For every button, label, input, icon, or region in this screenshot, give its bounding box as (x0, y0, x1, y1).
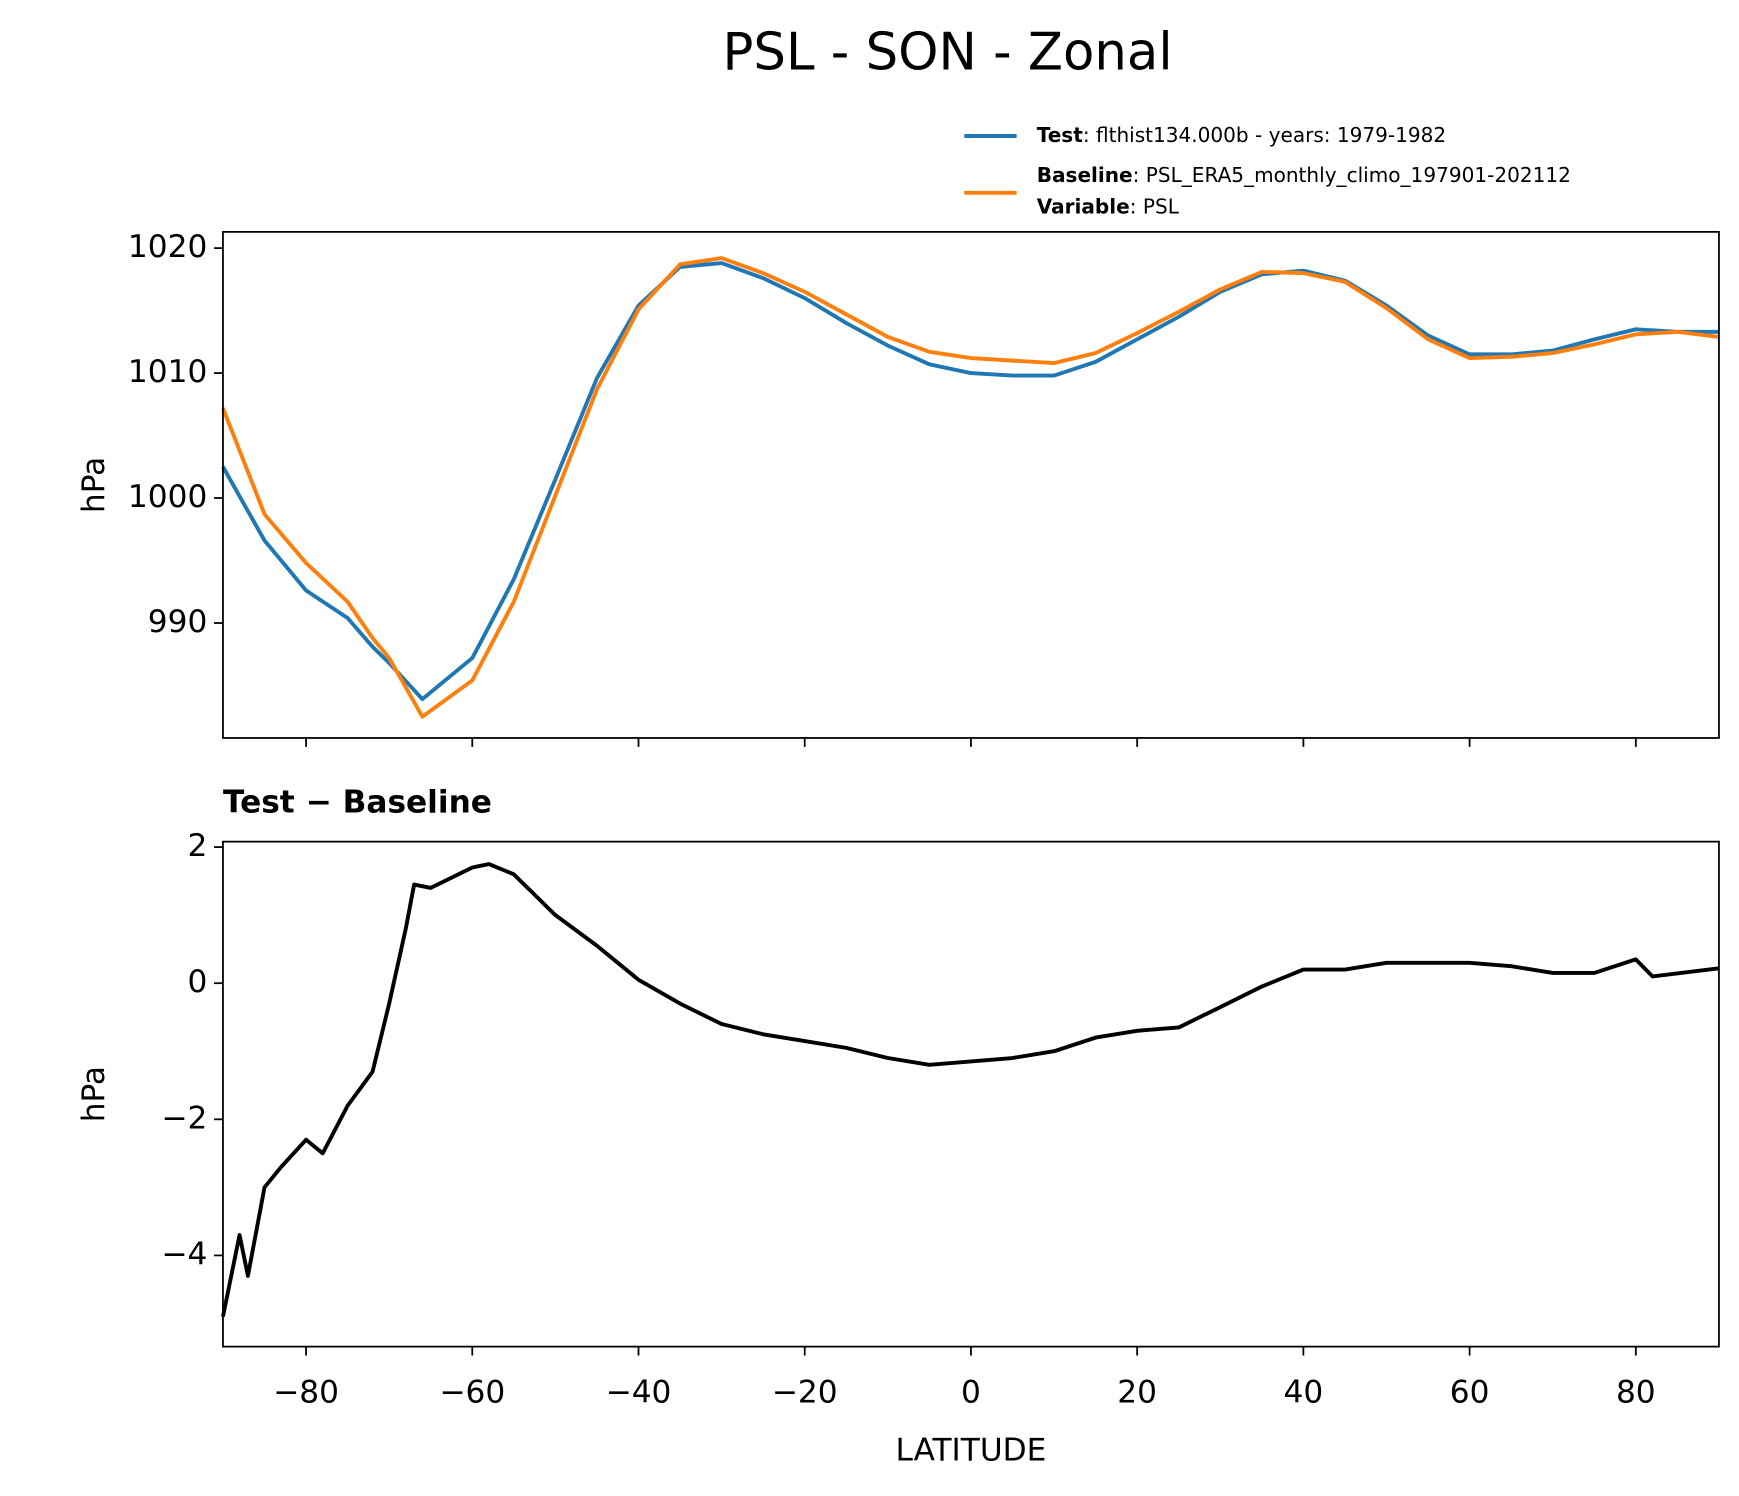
y-tick-label: 1000 (128, 479, 207, 515)
legend-name: Baseline (1037, 163, 1133, 187)
x-tick-label: −40 (606, 1374, 672, 1410)
y-tick-label: −4 (161, 1236, 207, 1272)
y-axis-label: hPa (76, 1066, 112, 1122)
x-tick-label: 60 (1450, 1374, 1490, 1410)
legend-note: Variable: PSL (1037, 194, 1180, 218)
y-tick-label: −2 (161, 1100, 207, 1136)
legend-label: Test: flthist134.000b - years: 1979-1982 (1037, 123, 1447, 147)
x-tick-label: 0 (961, 1374, 981, 1410)
axes-frame (222, 840, 1720, 1348)
legend-note-name: Variable (1037, 194, 1130, 218)
y-tick-label: 1020 (128, 229, 207, 265)
x-tick-label: −20 (772, 1374, 838, 1410)
axes-frame (222, 230, 1720, 739)
x-tick-label: 20 (1117, 1374, 1157, 1410)
y-tick-label: 1010 (128, 354, 207, 390)
data-line (221, 862, 1720, 1318)
legend-text: : PSL_ERA5_monthly_climo_197901-202112 (1133, 163, 1571, 187)
legend-name: Test (1037, 123, 1084, 147)
x-tick-label: 40 (1284, 1374, 1324, 1410)
y-axis-label: hPa (76, 457, 112, 513)
x-tick-label: −80 (273, 1374, 339, 1410)
x-tick-label: 80 (1616, 1374, 1656, 1410)
legend-text: : flthist134.000b - years: 1979-1982 (1083, 123, 1446, 147)
figure-title: PSL - SON - Zonal (722, 23, 1172, 83)
legend-note-text: : PSL (1130, 194, 1180, 218)
y-tick-label: 0 (187, 964, 207, 1000)
x-axis-label: LATITUDE (895, 1432, 1046, 1468)
axes-title: Test − Baseline (223, 785, 492, 821)
y-tick-label: 990 (148, 604, 208, 640)
legend-label: Baseline: PSL_ERA5_monthly_climo_197901-… (1037, 163, 1571, 187)
data-line (221, 256, 1720, 719)
x-tick-label: −60 (439, 1374, 505, 1410)
y-tick-label: 2 (187, 828, 207, 864)
data-line (221, 261, 1719, 702)
